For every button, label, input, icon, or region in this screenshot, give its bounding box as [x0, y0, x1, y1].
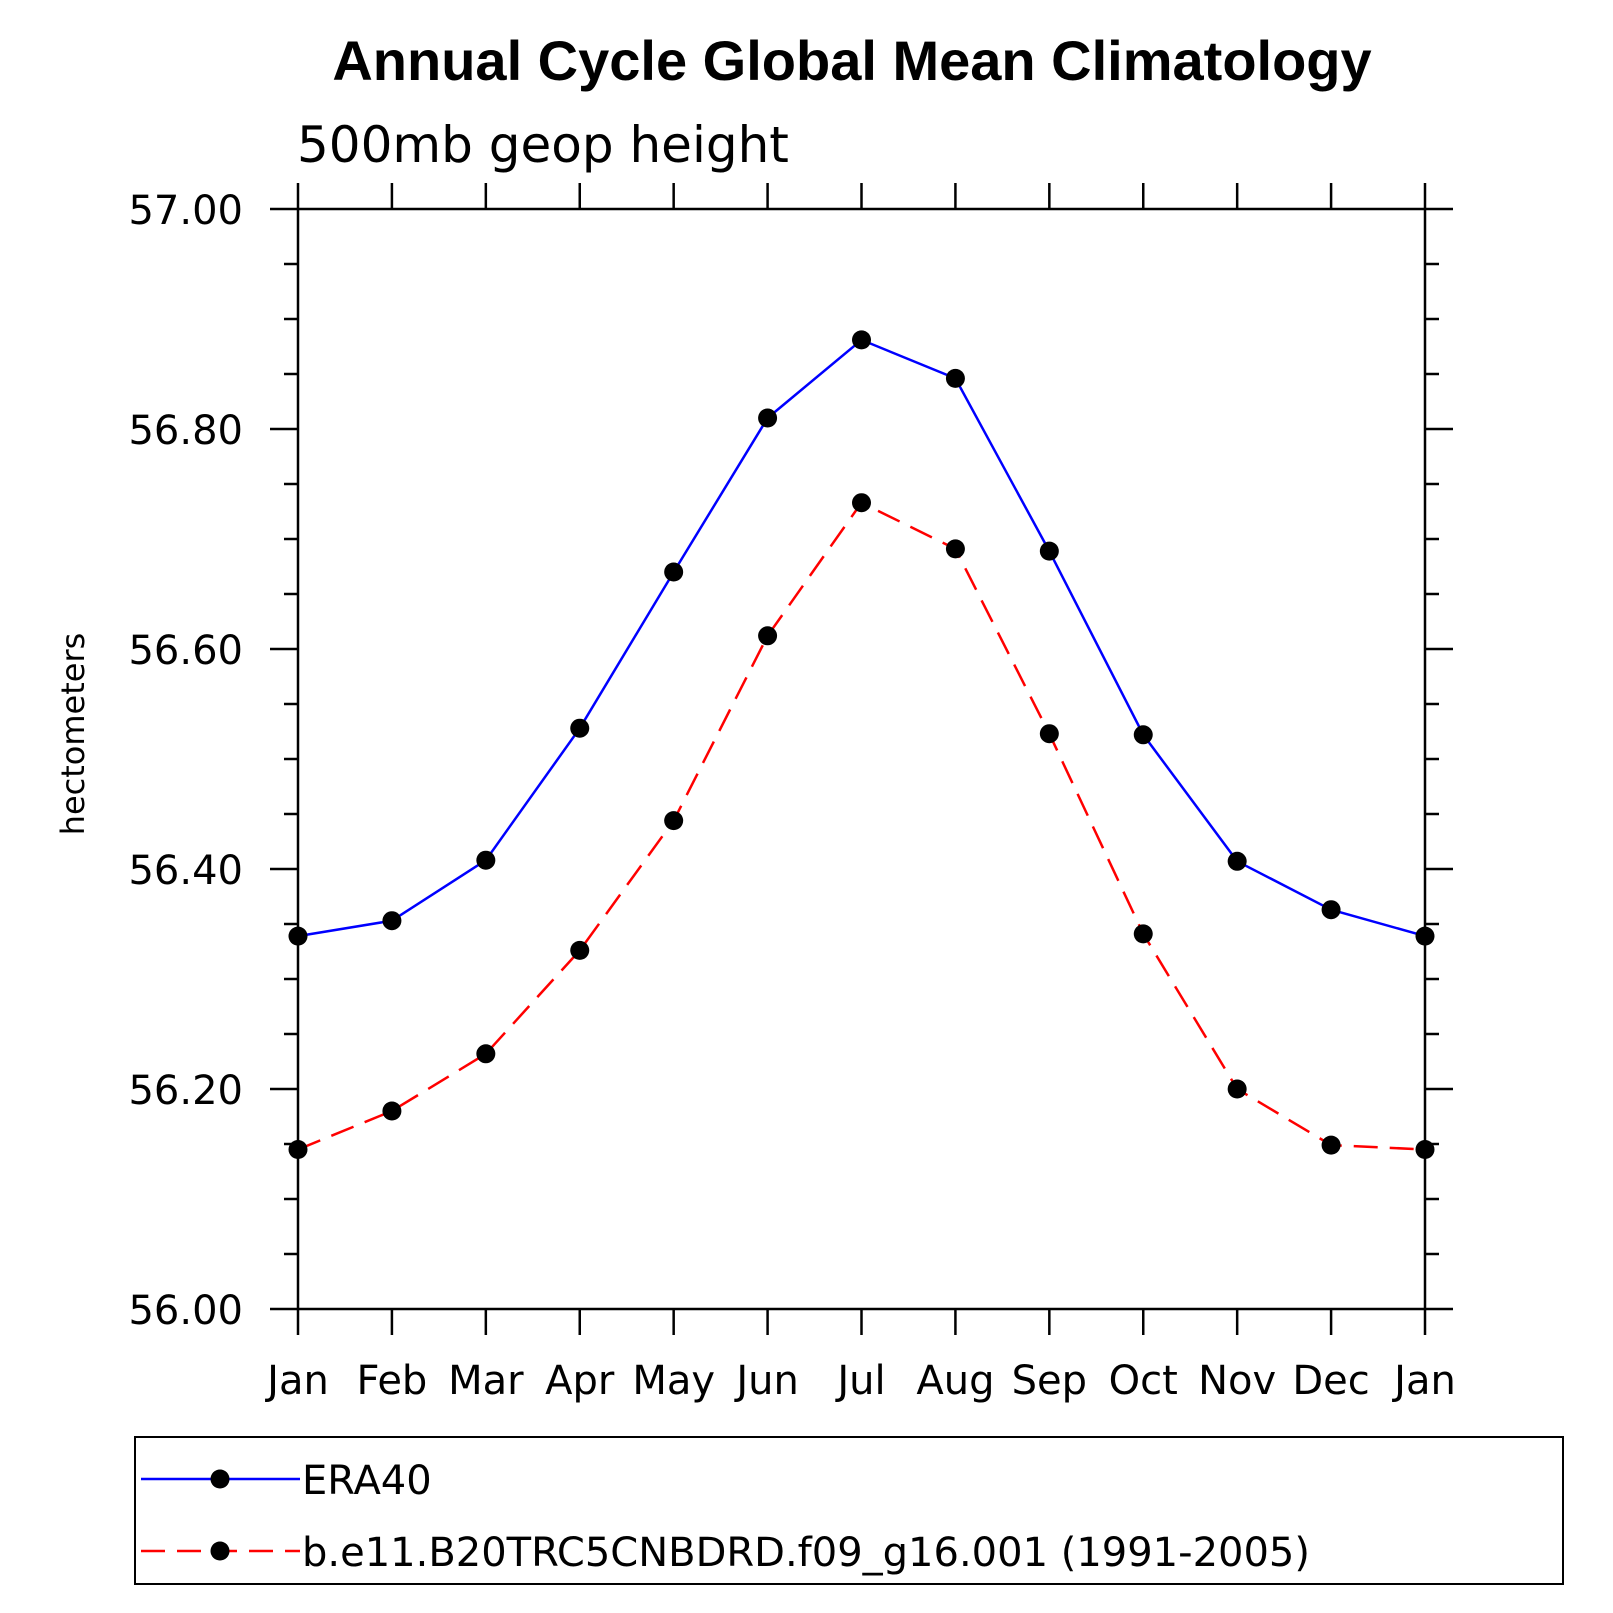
y-tick-label: 56.80: [128, 408, 243, 454]
x-tick-label: Dec: [1292, 1358, 1369, 1404]
tick-labels: Jan Feb Mar Apr May Jun Jul Aug Sep Oct Nov Dec Jan 5…: [128, 188, 1455, 1404]
data-point: [1133, 924, 1153, 944]
series: [288, 330, 1435, 1159]
data-point: [758, 626, 778, 646]
legend-marker: [210, 1469, 230, 1489]
x-tick-label: Feb: [357, 1358, 428, 1404]
data-point: [1227, 851, 1247, 871]
x-tick-label: May: [632, 1358, 715, 1404]
x-tick-label: Jan: [264, 1358, 329, 1404]
data-point: [382, 1101, 402, 1121]
data-point: [1227, 1079, 1247, 1099]
data-point: [1321, 900, 1341, 920]
data-point: [288, 926, 308, 946]
x-tick-label: Jan: [1391, 1358, 1456, 1404]
x-tick-label: Mar: [448, 1358, 524, 1404]
x-tick-label: Nov: [1198, 1358, 1276, 1404]
y-tick-label: 56.60: [128, 628, 243, 674]
data-point: [1415, 1140, 1435, 1159]
data-point: [382, 911, 402, 931]
x-tick-label: Jun: [733, 1358, 799, 1404]
data-point: [852, 493, 871, 513]
legend: ERA40 b.e11.B20TRC5CNBDRD.f09_g16.001 (19…: [134, 1436, 1564, 1585]
chart-title: Annual Cycle Global Mean Climatology: [332, 29, 1371, 92]
data-point: [476, 850, 496, 870]
chart-subtitle: 500mb geop height: [297, 116, 789, 174]
x-tick-label: Apr: [545, 1358, 615, 1404]
data-point: [852, 330, 871, 350]
data-point: [1321, 1135, 1341, 1155]
x-tick-label: Oct: [1109, 1358, 1178, 1404]
data-point: [288, 1140, 308, 1159]
data-point: [664, 811, 684, 831]
legend-box: [134, 1436, 1564, 1585]
y-tick-label: 57.00: [128, 188, 243, 234]
data-point: [570, 718, 590, 738]
legend-label: ERA40: [302, 1458, 432, 1504]
data-point: [1133, 725, 1153, 745]
data-point: [664, 562, 684, 582]
legend-label: b.e11.B20TRC5CNBDRD.f09_g16.001 (1991-20…: [302, 1530, 1310, 1576]
data-point: [1415, 926, 1435, 946]
x-tick-label: Jul: [834, 1358, 885, 1404]
data-point: [570, 940, 590, 960]
data-point: [945, 539, 965, 559]
axis-ticks: [270, 183, 1453, 1335]
y-tick-label: 56.00: [128, 1288, 243, 1334]
y-tick-label: 56.20: [128, 1068, 243, 1114]
x-tick-label: Sep: [1012, 1358, 1087, 1404]
data-point: [1039, 724, 1059, 744]
x-tick-label: Aug: [916, 1358, 994, 1404]
data-point: [758, 408, 778, 428]
y-axis-label: hectometers: [54, 633, 92, 836]
y-tick-label: 56.40: [128, 848, 243, 894]
data-point: [1039, 541, 1059, 561]
data-point: [945, 368, 965, 388]
legend-marker: [210, 1541, 230, 1561]
data-point: [476, 1044, 496, 1064]
